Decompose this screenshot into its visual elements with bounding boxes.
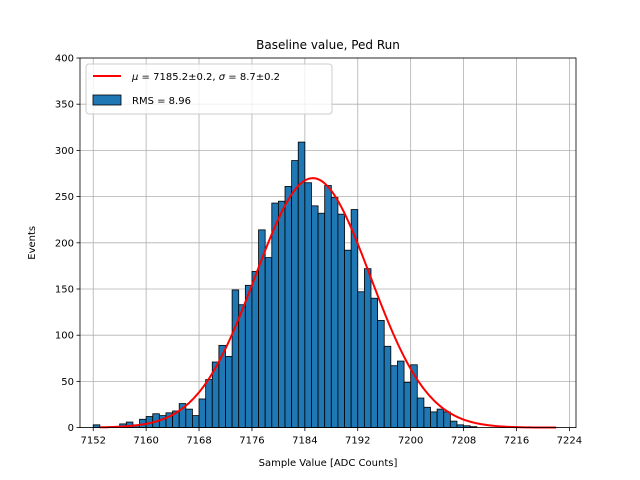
histogram-bar [192, 415, 200, 429]
histogram-bar [383, 345, 392, 428]
chart-title: Baseline value, Ped Run [256, 38, 400, 52]
histogram-bar [430, 411, 438, 428]
histogram-bar [238, 304, 246, 429]
histogram-bar [304, 182, 312, 429]
histogram-bar [377, 320, 385, 428]
histogram-bar [344, 249, 352, 429]
legend: μ = 7185.2±0.2, σ = 8.7±0.2 RMS = 8.96 [85, 63, 333, 115]
histogram-bar [363, 268, 372, 428]
legend-box [85, 63, 333, 115]
histogram-bar [92, 424, 101, 429]
histogram-bar [277, 200, 286, 429]
y-tick-label: 0 [68, 423, 74, 434]
histogram-bar [218, 344, 226, 429]
y-tick-label: 100 [55, 331, 74, 342]
gaussian-fit-curve [99, 177, 557, 429]
x-tick-label: 7152 [81, 436, 106, 447]
legend-hist-label: RMS = 8.96 [132, 96, 191, 107]
histogram-bar [244, 284, 253, 428]
histogram-bar [284, 186, 293, 429]
legend-fit-label: μ = 7185.2±0.2, σ = 8.7±0.2 [131, 72, 280, 83]
histogram-bar [271, 202, 279, 428]
histogram-bar [330, 197, 339, 429]
histogram-bar [291, 160, 299, 429]
x-tick-label: 7216 [504, 436, 529, 447]
histogram-bar [370, 297, 378, 428]
x-tick-label: 7224 [557, 436, 582, 447]
x-tick-label: 7208 [451, 436, 476, 447]
x-tick-label: 7192 [345, 436, 370, 447]
histogram-bar [337, 213, 345, 429]
histogram-bar [198, 398, 207, 428]
x-tick-label: 7160 [133, 436, 158, 447]
y-tick-label: 200 [55, 238, 74, 249]
histogram-bar [390, 365, 398, 428]
y-tick-label: 50 [61, 377, 74, 388]
fit-curve-group [99, 177, 557, 429]
y-axis-label: Events [27, 226, 38, 260]
histogram-bar [231, 289, 240, 429]
y-tick-label: 250 [55, 192, 74, 203]
histogram-bar [205, 379, 213, 429]
x-tick-label: 7168 [186, 436, 211, 447]
legend-hist-swatch [92, 94, 122, 106]
histogram-bar [436, 408, 445, 428]
y-tick-label: 150 [55, 285, 74, 296]
histogram-bar [311, 205, 319, 428]
histogram-bar [449, 420, 458, 428]
histogram-bar [317, 212, 326, 428]
y-tick-label: 300 [55, 146, 74, 157]
histogram-bars [92, 141, 478, 429]
histogram-bar [324, 185, 332, 428]
histogram-bar [456, 424, 464, 429]
y-axis-ticks: 0 50 100 150 200 250 300 350 400 [55, 54, 80, 434]
histogram-bar [416, 397, 425, 429]
x-tick-label: 7200 [398, 436, 423, 447]
x-axis-label: Sample Value [ADC Counts] [259, 458, 398, 469]
y-tick-label: 400 [55, 54, 74, 65]
histogram-bar [443, 411, 451, 428]
histogram-bar [251, 271, 259, 429]
x-tick-label: 7184 [292, 436, 317, 447]
histogram-bar [403, 381, 412, 429]
histogram-bar [357, 291, 365, 429]
histogram-bar [423, 406, 431, 429]
histogram-bar [397, 360, 405, 428]
histogram-bar [225, 356, 233, 428]
x-axis-ticks: 7152 7160 7168 7176 7184 7192 7200 7208 7216 7224 [81, 427, 582, 447]
x-tick-label: 7176 [239, 436, 264, 447]
y-tick-label: 350 [55, 100, 74, 111]
histogram-bar [264, 257, 273, 429]
histogram-bar [185, 408, 193, 428]
